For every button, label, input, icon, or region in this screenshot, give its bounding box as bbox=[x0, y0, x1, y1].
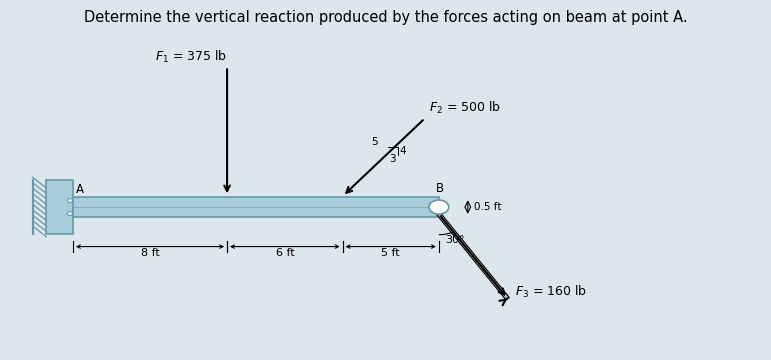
Circle shape bbox=[67, 199, 72, 202]
Text: 0.5 ft: 0.5 ft bbox=[474, 202, 501, 212]
Text: $F_3$ = 160 lb: $F_3$ = 160 lb bbox=[515, 284, 588, 300]
Text: 8 ft: 8 ft bbox=[140, 248, 160, 258]
Circle shape bbox=[429, 200, 449, 214]
Text: 5: 5 bbox=[371, 137, 377, 147]
Text: 6 ft: 6 ft bbox=[275, 248, 294, 258]
Polygon shape bbox=[437, 213, 510, 299]
Text: 4: 4 bbox=[399, 146, 406, 156]
Text: $F_1$ = 375 lb: $F_1$ = 375 lb bbox=[155, 49, 227, 65]
Text: 3: 3 bbox=[389, 154, 396, 164]
Bar bbox=[73, 197, 439, 217]
Text: 30°: 30° bbox=[445, 235, 464, 245]
Text: Determine the vertical reaction produced by the forces acting on beam at point A: Determine the vertical reaction produced… bbox=[84, 9, 687, 24]
Text: B: B bbox=[436, 183, 444, 195]
Circle shape bbox=[67, 212, 72, 215]
Text: A: A bbox=[76, 183, 84, 196]
Bar bbox=[46, 180, 73, 234]
Text: $F_2$ = 500 lb: $F_2$ = 500 lb bbox=[429, 100, 501, 116]
Text: 5 ft: 5 ft bbox=[382, 248, 400, 258]
